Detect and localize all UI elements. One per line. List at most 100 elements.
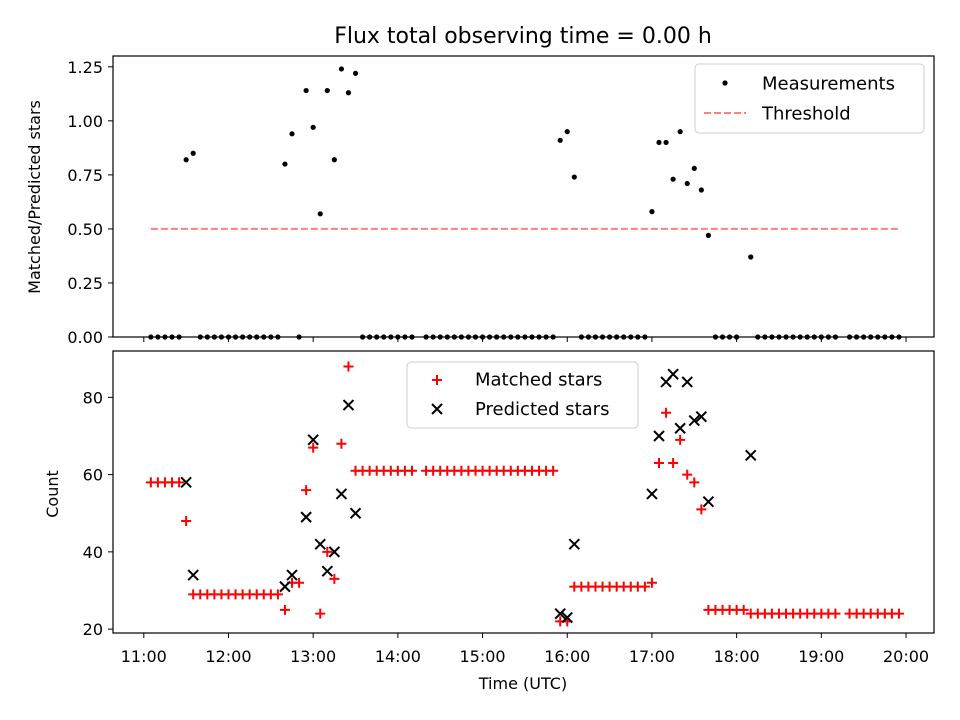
matched-star-point [639,581,650,592]
count-y-axis-label: Count [43,470,62,518]
measurement-point [331,157,337,163]
count-axes-frame [112,350,935,634]
measurement-point [571,174,577,180]
predicted-star-point [695,410,708,423]
legend-predicted-marker [431,403,443,415]
predicted-star-point [286,569,298,581]
matched-star-point [646,577,657,588]
predicted-star-point [328,546,341,558]
measurement-point [345,90,352,96]
count-y-tick-label: 40 [83,543,103,562]
measurement-point [352,70,359,76]
matched-star-point [301,485,312,496]
count-x-tick-label: 18:00 [714,647,760,666]
measurement-point [303,87,309,94]
measurement-point [663,139,669,146]
measurement-point [677,129,683,135]
matched-star-point [343,361,354,372]
matched-star-point [696,504,707,515]
count-x-tick-label: 15:00 [460,647,506,666]
predicted-star-point [279,580,291,593]
matched-star-point [675,434,686,445]
measurement-point [183,157,189,163]
measurement-point [557,137,563,143]
ratio-axes-frame [112,55,935,338]
measurement-point [190,150,196,156]
predicted-star-point [321,565,334,577]
predicted-star-point [653,430,665,442]
count-x-ticks: 11:00 12:00 13:00 14:00 15:00 16:00 17:00 18:00… [121,633,929,666]
matched-star-point [830,608,841,619]
ratio-y-tick-label: 1.00 [67,112,103,131]
ratio-legend-frame [694,63,925,134]
matched-star-point [893,608,904,619]
predicted-star-point [681,376,693,388]
measurement-point [324,87,330,94]
measurement-point [289,131,295,137]
matched-star-point [308,442,319,453]
ratio-y-tick-label: 1.25 [67,58,103,77]
matched-star-point [661,407,672,418]
predicted-star-point [180,476,192,489]
measurement-point [691,165,697,171]
count-x-tick-label: 14:00 [375,647,421,666]
measurement-point [698,187,704,193]
matched-star-point [279,604,290,615]
count-x-tick-label: 11:00 [121,647,167,666]
ratio-marks [148,66,902,340]
count-y-tick-label: 60 [83,466,103,485]
matched-star-point [336,438,347,449]
matched-star-point [668,458,679,469]
matched-star-point [548,465,559,476]
matched-star-point [315,608,326,619]
predicted-star-point [674,422,686,434]
count-x-tick-label: 17:00 [629,647,675,666]
count-x-tick-label: 12:00 [205,647,251,666]
count-legend: Matched stars Predicted stars [406,361,639,429]
predicted-star-point [646,488,658,500]
legend-measurements-label: Measurements [762,74,895,95]
ratio-y-ticks: 0.00 0.25 0.50 0.75 1.00 1.25 [67,58,113,347]
matched-star-point [294,577,305,588]
x-axis-label: Time (UTC) [478,674,567,693]
predicted-star-point [561,611,573,624]
predicted-star-point [702,495,715,508]
legend-threshold-label: Threshold [761,104,851,125]
matched-star-point [174,477,185,488]
predicted-star-point [688,414,700,427]
measurement-point [670,176,676,182]
matched-star-point [406,465,417,476]
predicted-star-point [349,507,362,519]
count-x-tick-label: 16:00 [544,647,590,666]
predicted-star-point [745,449,757,462]
count-marks [145,361,904,627]
ratio-x-ticks [143,337,907,342]
predicted-star-point [300,511,312,523]
predicted-star-point [187,569,199,581]
measurement-point [705,232,712,239]
count-y-ticks: 20 40 60 80 [83,388,113,639]
ratio-y-tick-label: 0.50 [67,220,103,239]
measurement-point [338,66,345,72]
matched-star-point [272,589,283,600]
matched-star-point [322,546,333,557]
ratio-y-axis-label: Matched/Predicted stars [25,100,44,294]
ratio-panel: 0.00 0.25 0.50 0.75 1.00 1.25 Matched/Predict… [25,55,935,347]
matched-star-point [738,604,749,615]
legend-matched-label: Matched stars [475,370,602,391]
predicted-star-point [554,607,566,620]
measurement-point [564,129,570,135]
matched-star-point [682,469,693,480]
ratio-y-tick-label: 0.00 [67,328,103,347]
ratio-y-tick-label: 0.75 [67,166,103,185]
measurement-point [684,180,690,187]
matched-star-point [329,573,340,584]
predicted-star-point [314,538,326,550]
count-x-tick-label: 20:00 [883,647,929,666]
matched-star-point [181,515,192,526]
predicted-star-point [568,538,581,550]
matched-star-point [689,477,700,488]
ratio-y-tick-label: 0.25 [67,274,103,293]
legend-predicted-label: Predicted stars [475,399,609,420]
